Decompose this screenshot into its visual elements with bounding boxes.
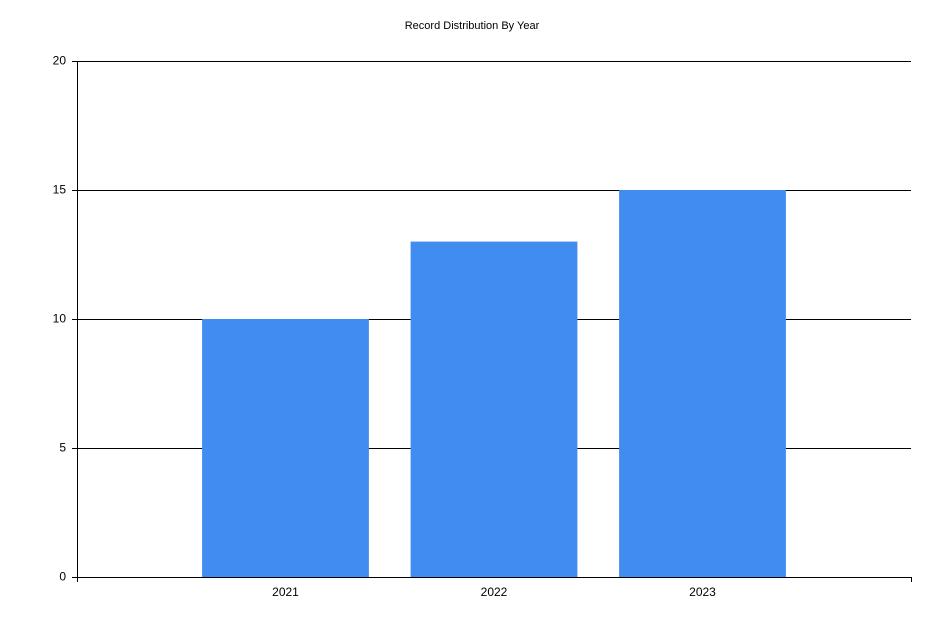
bar: [619, 190, 786, 577]
y-tick-label: 20: [53, 54, 67, 68]
y-tick-label: 0: [59, 570, 66, 584]
y-tick-label: 10: [53, 312, 67, 326]
x-tick-label: 2022: [481, 585, 508, 599]
x-tick-label: 2021: [272, 585, 299, 599]
bar: [202, 319, 369, 577]
bar-layer: [202, 190, 786, 577]
bar: [410, 241, 578, 577]
y-tick-label: 15: [53, 183, 67, 197]
x-tick-label: 2023: [689, 585, 716, 599]
axis-layer: 0 5 10 15 20 2021 2022 2023: [53, 54, 912, 599]
y-tick-label: 5: [59, 441, 66, 455]
chart-title: Record Distribution By Year: [405, 20, 540, 32]
